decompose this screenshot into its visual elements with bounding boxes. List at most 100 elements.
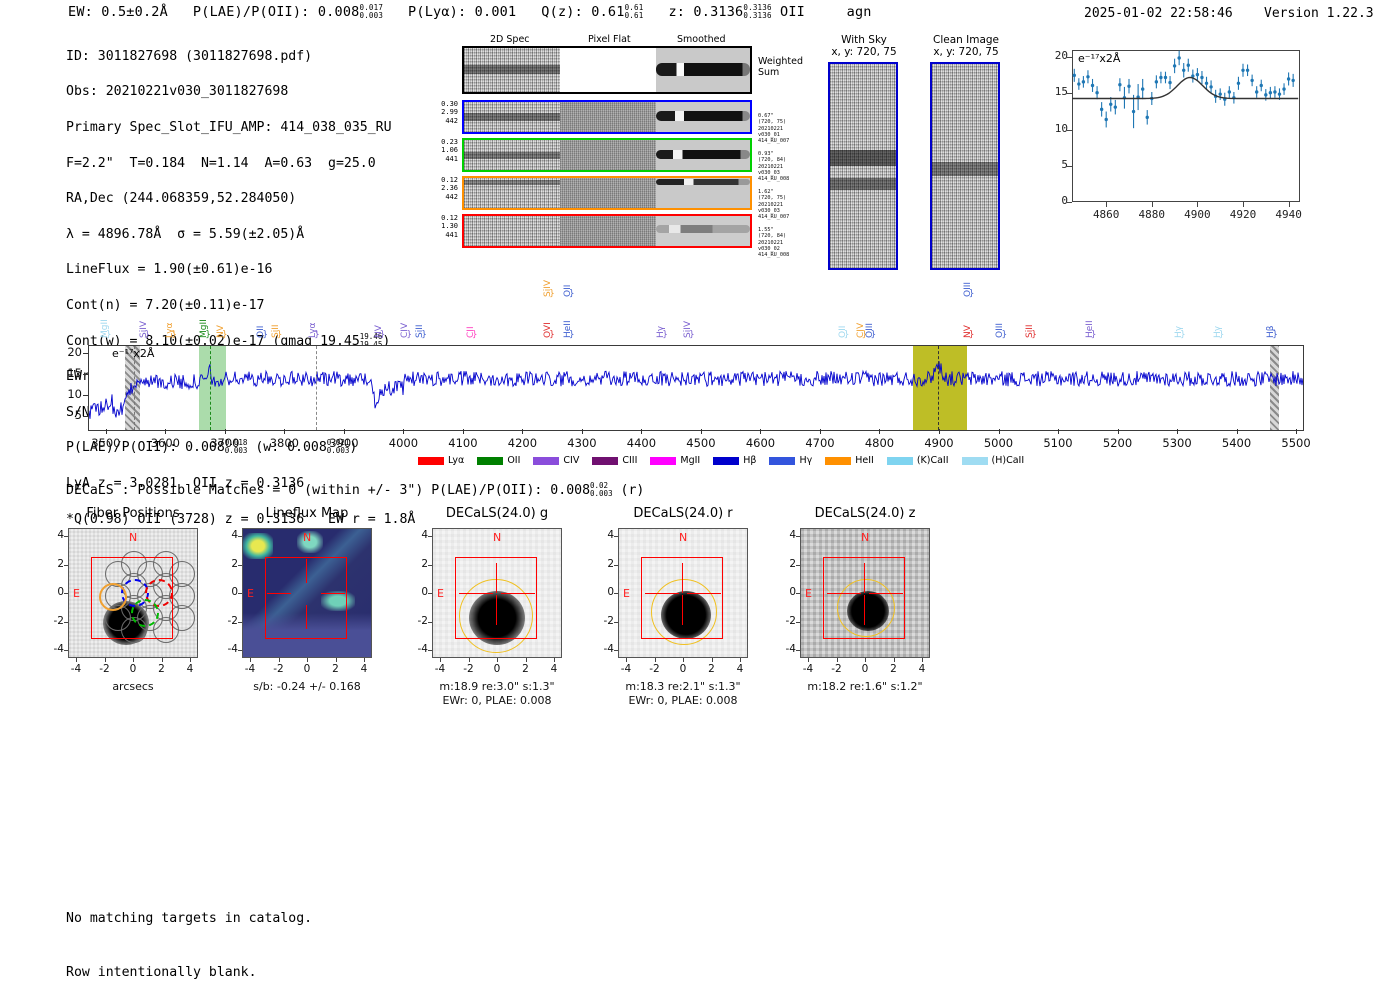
cutout-x-tick: 2 [522, 663, 529, 675]
cutout-x-tick: 2 [708, 663, 715, 675]
header-z-species: OII [780, 4, 805, 20]
fiber-circle-green [131, 599, 159, 627]
ifu-footprint-box [265, 557, 347, 639]
ifu-footprint-box [455, 557, 537, 639]
decals-header-band: (r) [612, 483, 645, 498]
spectrum-line-label: MgII [99, 319, 110, 338]
legend-swatch [825, 456, 852, 465]
cutout-image-0[interactable]: N E [68, 528, 198, 658]
spectrum-line-brace: } [421, 330, 427, 340]
spectrum-line-brace: } [276, 330, 283, 340]
cutout-image-4[interactable]: N E [800, 528, 930, 658]
footer-note: No matching targets in catalog. Row inte… [66, 874, 312, 1000]
spec2d-row-3-stats: 0.12 2.36 442 [441, 176, 458, 201]
compass-n-label: N [129, 531, 138, 544]
spectrum-line-label: SiII [1025, 324, 1036, 338]
spectrum-x-tick-label: 5100 [1043, 436, 1073, 450]
cutout-image-3[interactable]: N E [618, 528, 748, 658]
spectrum-line-label: HeII [1084, 320, 1095, 338]
header-summary-line: EW: 0.5±0.2Å P(LAE)/P(OII): 0.0080.017 0.… [68, 3, 872, 21]
spectrum-line-label: OIII [995, 322, 1006, 338]
spectrum-x-tick-label: 5400 [1221, 436, 1252, 450]
spectrum-y-tick-label: 20 [67, 345, 82, 360]
cutout-y-tick: 4 [57, 529, 64, 541]
spectrum-line-label: OII [837, 325, 848, 338]
spectrum-marker-line [209, 346, 211, 430]
spectrum-line-brace: } [870, 330, 877, 340]
cutout-y-tick: -4 [417, 643, 428, 655]
cutout-x-tick: 0 [493, 663, 501, 675]
cutout-x-tick: -4 [244, 663, 256, 675]
legend-item: MgII [650, 455, 700, 466]
cutout-image-2[interactable]: N E [432, 528, 562, 658]
with-sky-title: With Sky [841, 34, 887, 46]
cutout-title-2: DECaLS(24.0) g [445, 506, 549, 521]
spectrum-line-label: SiIV [543, 279, 554, 297]
spectrum-x-tick-label: 4600 [745, 436, 776, 450]
header-qz: Q(z): 0.61 [541, 4, 625, 20]
spectrum-line-label: NV [962, 325, 973, 338]
header-z-bounds: 0.3136 0.3136 [743, 3, 772, 20]
spectrum-x-tick-label: 4000 [388, 436, 419, 450]
decals-header-text: DECaLS : Possible Matches = 0 (within +/… [66, 483, 591, 498]
with-sky-subtitle: x, y: 720, 75 [831, 46, 897, 58]
spec2d-seg-smoothed [656, 48, 750, 92]
full-spectrum-units-annotation: e⁻¹⁷x2Å [112, 347, 155, 360]
spectrum-x-tick-label: 3800 [269, 436, 300, 450]
cutout-y-tick: 4 [607, 529, 614, 541]
spectrum-x-tick-label: 4400 [626, 436, 657, 450]
cutout-y-tick: 2 [607, 557, 614, 570]
cutout-x-tick: -4 [620, 663, 632, 675]
cutout-y-tick: -4 [785, 643, 796, 655]
cutout-x-tick: -4 [802, 663, 814, 675]
timestamp: 2025-01-02 22:58:46 [1084, 6, 1233, 21]
info-id: ID: 3011827698 (3011827698.pdf) [66, 48, 313, 64]
spec2d-seg-2dspec [464, 48, 560, 92]
cutout-y-tick: 4 [231, 529, 238, 541]
spectrum-line-label: SiIV [138, 320, 149, 338]
clean-image-title: Clean Image [932, 34, 1000, 46]
spectrum-line-brace: } [1090, 330, 1097, 340]
cutout-y-tick: 0 [789, 586, 796, 598]
cutout-image-1[interactable]: N E [242, 528, 372, 658]
clean-image-subtitle: x, y: 720, 75 [933, 46, 999, 58]
spectrum-line-label: CIV [400, 322, 411, 338]
with-sky-image [828, 62, 898, 270]
spectrum-line-brace: } [568, 330, 575, 340]
cutout-y-tick: 0 [607, 586, 614, 598]
x-tick-label: 4880 [1138, 208, 1166, 221]
legend-swatch [713, 456, 740, 465]
y-tick-label: 15 [1054, 85, 1068, 99]
compass-n-label: N [861, 531, 870, 544]
header-plae-bounds: 0.017 0.003 [359, 3, 384, 20]
x-tick-label: 4860 [1092, 208, 1120, 221]
spectrum-highlight-hatch [124, 346, 140, 430]
legend-item: Hγ [769, 455, 812, 466]
spectrum-line-brace: } [968, 289, 975, 299]
with-sky-panel: With Sky x, y: 720, 75 [828, 34, 900, 270]
ifu-footprint-box [641, 557, 723, 639]
spectrum-line-brace: } [471, 330, 478, 340]
spec2d-weighted-sum-label: Weighted Sum [758, 56, 803, 78]
compass-e-label: E [623, 587, 630, 600]
cutout-x-tick: 0 [303, 663, 311, 675]
spectrum-highlight-olive [913, 346, 967, 430]
footer-line-1: No matching targets in catalog. [66, 911, 313, 926]
info-redshifts: LyA z = 3.0281 OII z = 0.3136 [66, 475, 305, 491]
spectrum-line-label: Lyα [308, 322, 319, 338]
cutout-sub2-3: EWr: 0, PLAE: 0.008 [628, 694, 738, 707]
cutout-title-4: DECaLS(24.0) z [814, 506, 916, 521]
spectrum-line-brace: } [221, 330, 228, 340]
spectrum-highlight-green [199, 346, 226, 430]
spec2d-row-1-stats: 0.30 2.99 442 [441, 100, 458, 125]
spectrum-line-label: SiII [415, 324, 426, 338]
legend-item: Hβ [713, 455, 756, 466]
spectrum-line-brace: } [843, 330, 850, 340]
info-primary-spec: Primary Spec_Slot_IFU_AMP: 414_038_035_R… [66, 119, 392, 135]
spec2d-row-weighted-sum [462, 46, 752, 94]
spectrum-line-brace: } [1179, 330, 1186, 340]
spectrum-line-label: OIII [962, 281, 973, 297]
effective-radius-ellipse [651, 579, 717, 645]
spec2d-col-title-2dspec: 2D Spec [490, 34, 530, 45]
cutout-x-tick: 4 [186, 663, 194, 675]
